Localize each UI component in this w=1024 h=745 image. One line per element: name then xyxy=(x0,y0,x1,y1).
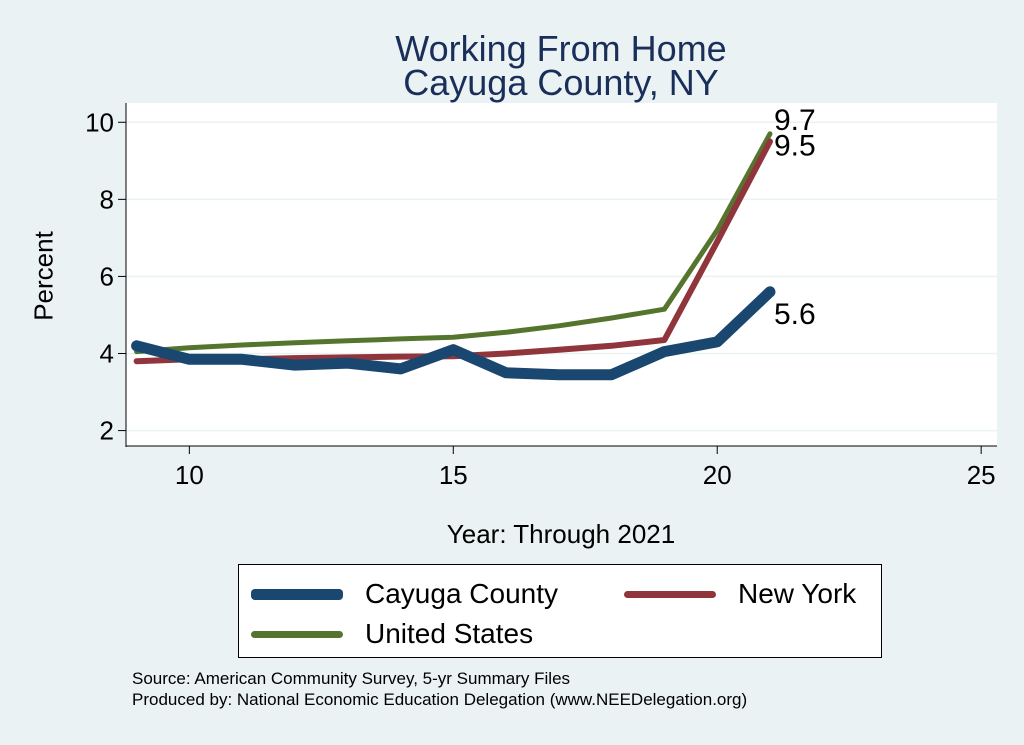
plot-area xyxy=(126,103,997,446)
x-tick-label: 15 xyxy=(439,460,468,490)
legend-label: New York xyxy=(738,578,857,609)
y-tick-label: 8 xyxy=(100,184,114,214)
legend-swatch-cayuga-county xyxy=(251,588,343,600)
legend-swatch-united-states xyxy=(251,630,343,638)
legend-swatch-new-york xyxy=(624,590,716,598)
legend-label: Cayuga County xyxy=(365,578,559,609)
legend: Cayuga County New York United States xyxy=(238,564,882,658)
legend-item-new-york: New York xyxy=(624,578,856,610)
x-tick-label: 25 xyxy=(967,460,996,490)
x-tick-label: 10 xyxy=(175,460,204,490)
legend-item-united-states: United States xyxy=(251,618,533,650)
series-line-cayuga-county xyxy=(131,286,776,381)
y-tick-label: 10 xyxy=(85,107,114,137)
end-value-label: 9.7 xyxy=(774,104,816,137)
series-line-united-states xyxy=(134,131,773,355)
end-value-label: 5.6 xyxy=(774,298,816,331)
source-note: Source: American Community Survey, 5-yr … xyxy=(132,669,571,688)
y-tick-label: 6 xyxy=(100,261,114,291)
y-tick-label: 4 xyxy=(100,339,114,369)
legend-item-cayuga-county: Cayuga County xyxy=(251,578,558,610)
x-tick-label: 20 xyxy=(703,460,732,490)
legend-label: United States xyxy=(365,618,534,649)
chart-subtitle: Cayuga County, NY xyxy=(403,62,719,103)
y-tick-label: 2 xyxy=(100,416,114,446)
chart-title: Working From Home xyxy=(395,28,727,69)
y-axis-label: Percent xyxy=(28,231,59,321)
end-value-label: 9.5 xyxy=(774,130,816,163)
x-axis-label: Year: Through 2021 xyxy=(446,519,676,549)
producer-note: Produced by: National Economic Education… xyxy=(132,690,748,709)
